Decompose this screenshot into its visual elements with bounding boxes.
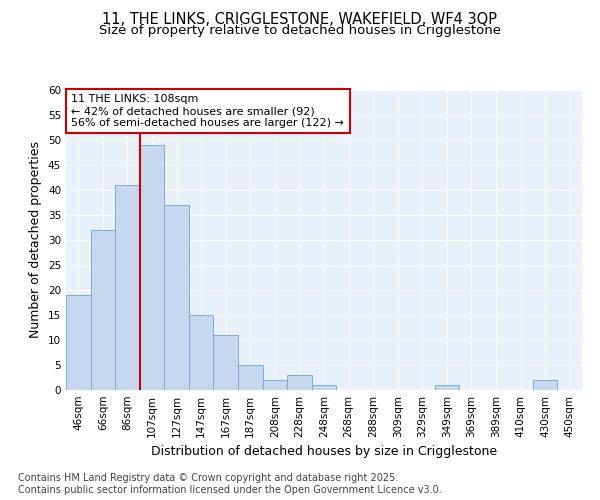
Text: 11 THE LINKS: 108sqm
← 42% of detached houses are smaller (92)
56% of semi-detac: 11 THE LINKS: 108sqm ← 42% of detached h… <box>71 94 344 128</box>
Text: Size of property relative to detached houses in Crigglestone: Size of property relative to detached ho… <box>99 24 501 37</box>
X-axis label: Distribution of detached houses by size in Crigglestone: Distribution of detached houses by size … <box>151 446 497 458</box>
Bar <box>189 315 214 390</box>
Bar <box>91 230 115 390</box>
Text: 11, THE LINKS, CRIGGLESTONE, WAKEFIELD, WF4 3QP: 11, THE LINKS, CRIGGLESTONE, WAKEFIELD, … <box>103 12 497 28</box>
Y-axis label: Number of detached properties: Number of detached properties <box>29 142 43 338</box>
Bar <box>312 385 336 390</box>
Text: Contains HM Land Registry data © Crown copyright and database right 2025.
Contai: Contains HM Land Registry data © Crown c… <box>18 474 442 495</box>
Bar <box>533 380 557 390</box>
Bar <box>140 145 164 390</box>
Bar <box>434 385 459 390</box>
Bar <box>115 185 140 390</box>
Bar <box>263 380 287 390</box>
Bar <box>238 365 263 390</box>
Bar <box>287 375 312 390</box>
Bar <box>66 295 91 390</box>
Bar <box>164 205 189 390</box>
Bar <box>214 335 238 390</box>
